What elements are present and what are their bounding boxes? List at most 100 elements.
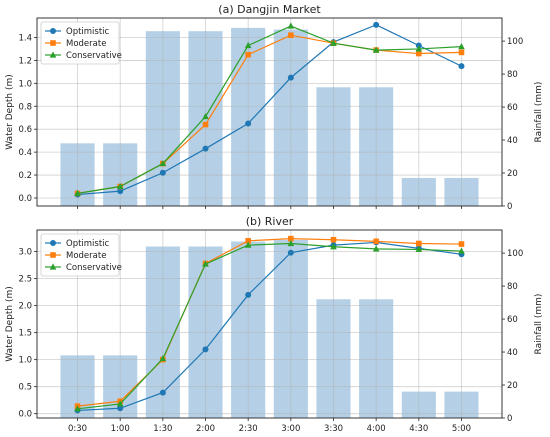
y-tick-label: 0.8 (18, 102, 32, 112)
legend-label-optimistic: Optimistic (66, 239, 110, 249)
data-point-conservative (372, 245, 380, 252)
y-tick-label: 0.0 (18, 410, 32, 420)
y-tick-label: 2.0 (18, 302, 32, 312)
data-point-optimistic (373, 21, 380, 28)
data-point-moderate (458, 241, 465, 247)
data-point-conservative (415, 245, 423, 253)
subplot-a: (a) Dangjin Market 0.0 0.2 0.4 0.6 0.8 1.0 1.2 1… (5, 3, 544, 212)
data-point-moderate (458, 49, 465, 56)
data-point-optimistic (287, 74, 294, 81)
y2-tick-label: 20 (507, 381, 518, 391)
data-point-moderate (288, 32, 294, 38)
x-tick-label: 1:00 (111, 424, 130, 434)
x-tick-label: 2:30 (239, 424, 258, 434)
x-tick-label: 0:30 (68, 424, 87, 434)
data-point-conservative (202, 260, 209, 267)
data-point-optimistic (458, 63, 465, 70)
y2-axis-label: Rainfall (mm) (534, 82, 544, 143)
y-tick-label: 1.0 (18, 79, 32, 89)
legend-marker-optimistic (50, 28, 56, 34)
x-tick-label: 1:30 (153, 424, 172, 434)
legend-marker-optimistic (50, 240, 56, 246)
data-point-optimistic (287, 249, 294, 256)
x-tick-label: 3:00 (281, 424, 300, 434)
y-tick-label: 0.2 (18, 171, 32, 181)
y2-tick-label: 20 (507, 169, 518, 179)
data-point-moderate (245, 238, 251, 244)
data-point-conservative (74, 189, 81, 196)
y2-tick-label: 80 (507, 282, 518, 292)
series-line-conservative (77, 25, 462, 194)
y-axis-label: Water Depth (m) (5, 74, 15, 150)
legend-box (40, 233, 120, 277)
chart-title: (a) Dangjin Market (218, 3, 321, 16)
data-point-conservative (244, 241, 252, 248)
data-point-optimistic (117, 188, 124, 195)
data-point-moderate (245, 51, 251, 58)
legend-box (40, 21, 120, 65)
x-tick-label: 3:30 (324, 424, 343, 434)
y-tick-label: 3.0 (18, 248, 32, 258)
legend-marker-moderate (50, 252, 56, 258)
data-point-conservative (116, 400, 124, 407)
y2-tick-label: 60 (507, 315, 518, 325)
x-tick-label: 5:00 (452, 424, 471, 434)
data-point-conservative (287, 239, 295, 247)
plot-frame (36, 17, 503, 207)
legend-label-optimistic: Optimistic (66, 27, 110, 37)
y-tick-label: 0.0 (18, 194, 32, 204)
legend-label-conservative: Conservative (66, 263, 122, 273)
data-point-conservative (330, 243, 337, 250)
y-tick-label: 0.6 (18, 125, 32, 135)
y2-tick-label: 0 (507, 202, 512, 212)
legend-label-moderate: Moderate (66, 251, 106, 261)
data-point-conservative (159, 159, 167, 167)
y-tick-label: 1.0 (18, 356, 32, 366)
y-tick-label: 0.4 (18, 148, 32, 158)
y-tick-label: 2.5 (18, 275, 32, 285)
legend-marker-conservative (49, 263, 57, 270)
data-point-optimistic (245, 291, 252, 298)
y-tick-label: 1.2 (18, 56, 32, 66)
plot-frame (36, 229, 503, 419)
y2-tick-label: 60 (507, 103, 518, 113)
y-axis-label: Water Depth (m) (5, 286, 15, 362)
data-point-conservative (458, 43, 465, 50)
data-point-optimistic (202, 145, 209, 152)
data-point-moderate (416, 240, 422, 247)
y2-tick-label: 80 (507, 70, 518, 80)
y2-tick-label: 100 (507, 37, 523, 47)
data-point-moderate (373, 238, 379, 245)
data-point-conservative (116, 182, 124, 190)
data-point-conservative (415, 45, 423, 52)
y-tick-label: 1.5 (18, 329, 32, 339)
subplot-b: (b) River 0.0 0.5 1.0 1.5 2.0 2.5 3.0 0 20 40 60 80 1… (5, 215, 544, 434)
legend-marker-moderate (50, 40, 56, 46)
data-point-moderate (416, 50, 422, 57)
data-point-moderate (288, 235, 294, 242)
y2-tick-label: 40 (507, 348, 518, 358)
data-point-moderate (202, 121, 209, 128)
y-tick-label: 1.4 (18, 33, 32, 43)
x-tick-label: 4:00 (367, 424, 386, 434)
data-point-conservative (372, 46, 380, 53)
series-line-optimistic (77, 241, 462, 412)
data-point-conservative (458, 247, 465, 254)
data-point-conservative (330, 39, 337, 46)
data-point-optimistic (159, 389, 166, 396)
y2-tick-label: 40 (507, 136, 518, 146)
data-point-moderate (330, 236, 337, 243)
data-point-conservative (74, 405, 81, 412)
data-point-optimistic (159, 169, 166, 176)
x-tick-label: 2:00 (196, 424, 215, 434)
y2-tick-label: 0 (507, 414, 512, 424)
legend-label-conservative: Conservative (66, 51, 122, 61)
legend-label-moderate: Moderate (66, 39, 106, 49)
series-line-optimistic (77, 24, 462, 196)
data-point-conservative (287, 22, 295, 29)
y2-axis-label: Rainfall (mm) (534, 294, 544, 355)
data-point-conservative (244, 41, 252, 49)
chart-title: (b) River (246, 215, 294, 228)
data-point-optimistic (117, 405, 124, 412)
